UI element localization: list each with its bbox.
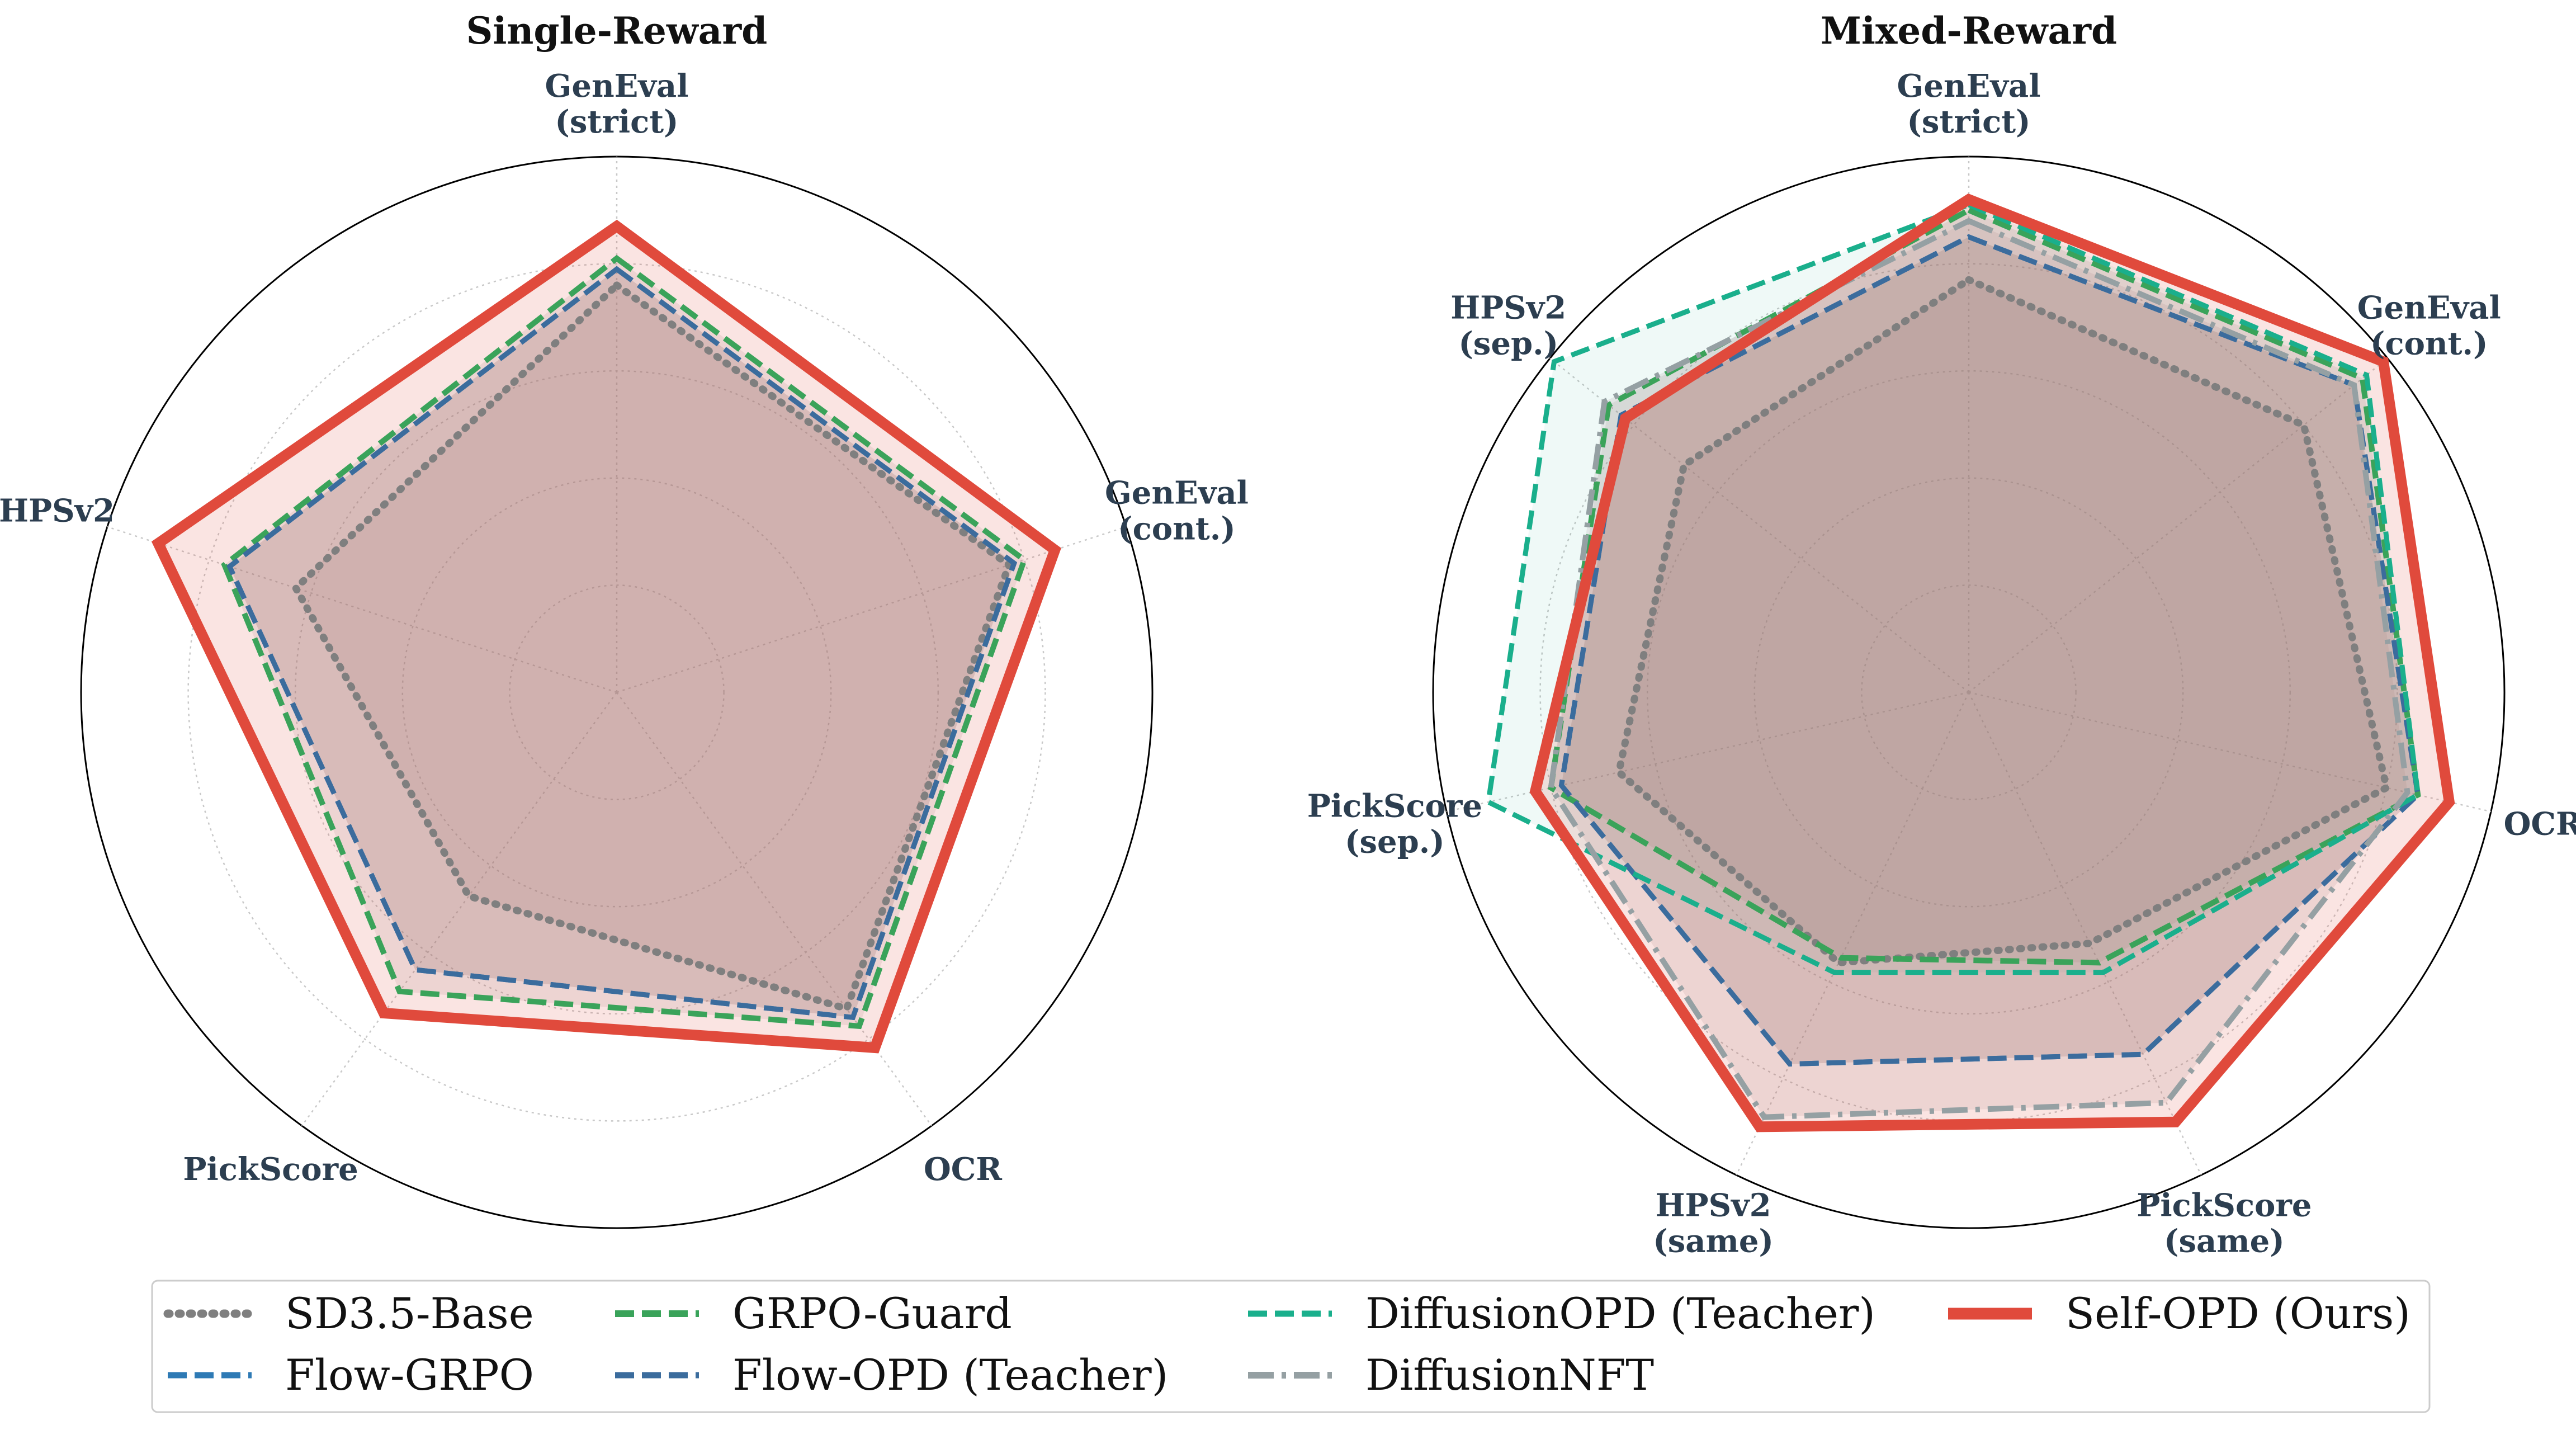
legend-label-sd35: SD3.5-Base	[285, 1289, 534, 1338]
legend-label-diffnft: DiffusionNFT	[1365, 1350, 1654, 1400]
chart-title: Mixed-Reward	[1821, 9, 2117, 53]
series-line-sd35	[1615, 275, 2391, 967]
axis-label: GenEval (strict)	[1897, 68, 2041, 140]
legend-label-flowopd: Flow-OPD (Teacher)	[732, 1350, 1168, 1400]
axis-label: HPSv2	[0, 493, 115, 530]
axis-label: GenEval (cont.)	[1105, 475, 1249, 548]
axis-label: OCR	[2504, 805, 2576, 842]
series-line-sd35	[291, 280, 1014, 1013]
axis-label: PickScore (sep.)	[1307, 787, 1482, 860]
mixed-reward-radar: Mixed-Reward GenEval (strict) GenEval (cont.…	[1307, 9, 2576, 1260]
series-fill-flowgrpo	[229, 269, 1014, 1018]
series-fill-flowopd	[1561, 237, 2418, 1064]
series-fill-grpoguard	[1551, 210, 2418, 963]
axis-label: GenEval (cont.)	[2357, 289, 2501, 362]
series-fill-grpoguard	[224, 258, 1024, 1026]
grid-ring	[509, 584, 725, 800]
grid-ring	[401, 477, 832, 908]
grid-ring	[1539, 263, 2398, 1122]
series-line-flowopd	[226, 266, 1018, 1021]
grid-ring	[187, 263, 1046, 1122]
series-fill-flowopd	[229, 269, 1014, 1018]
axis-label: GenEval (strict)	[545, 68, 689, 140]
legend: SD3.5-Base Flow-GRPO GRPO-Guard Flow-OPD (T…	[151, 1280, 2431, 1413]
axis-label: OCR	[924, 1151, 1002, 1188]
series-line-grpoguard	[1548, 207, 2421, 966]
axis-label: PickScore	[183, 1151, 358, 1188]
axis-label: PickScore (same)	[2137, 1187, 2312, 1260]
series-fill-flowgrpo	[1561, 237, 2418, 1064]
series-line-diffnft	[1548, 218, 2410, 1120]
series-fill-selfopd	[158, 226, 1055, 1048]
legend-label-diffopd: DiffusionOPD (Teacher)	[1365, 1289, 1875, 1338]
legend-frame	[151, 1280, 2431, 1413]
legend-label-selfopd: Self-OPD (Ours)	[2065, 1289, 2410, 1338]
legend-label-grpoguard: GRPO-Guard	[732, 1289, 1012, 1338]
single-reward-radar: Single-Reward GenEval (strict) GenEval (cont…	[0, 9, 1249, 1229]
chart-title: Single-Reward	[466, 9, 768, 53]
legend-label-flowgrpo: Flow-GRPO	[285, 1350, 534, 1400]
axis-label: HPSv2 (same)	[1653, 1187, 1774, 1260]
series-fill-diffopd	[1488, 205, 2418, 973]
series-fill-sd35	[296, 285, 1009, 1009]
series-line-diffopd	[1485, 202, 2421, 975]
grid-ring	[1753, 477, 2184, 908]
series-fill-selfopd	[1535, 199, 2450, 1127]
series-fill-sd35	[1619, 280, 2387, 963]
series-line-selfopd	[151, 219, 1061, 1054]
grid-ring	[1861, 584, 2077, 800]
series-line-selfopd	[1529, 193, 2455, 1132]
series-fill-diffnft	[1551, 221, 2408, 1117]
axis-label: HPSv2 (sep.)	[1450, 289, 1566, 362]
